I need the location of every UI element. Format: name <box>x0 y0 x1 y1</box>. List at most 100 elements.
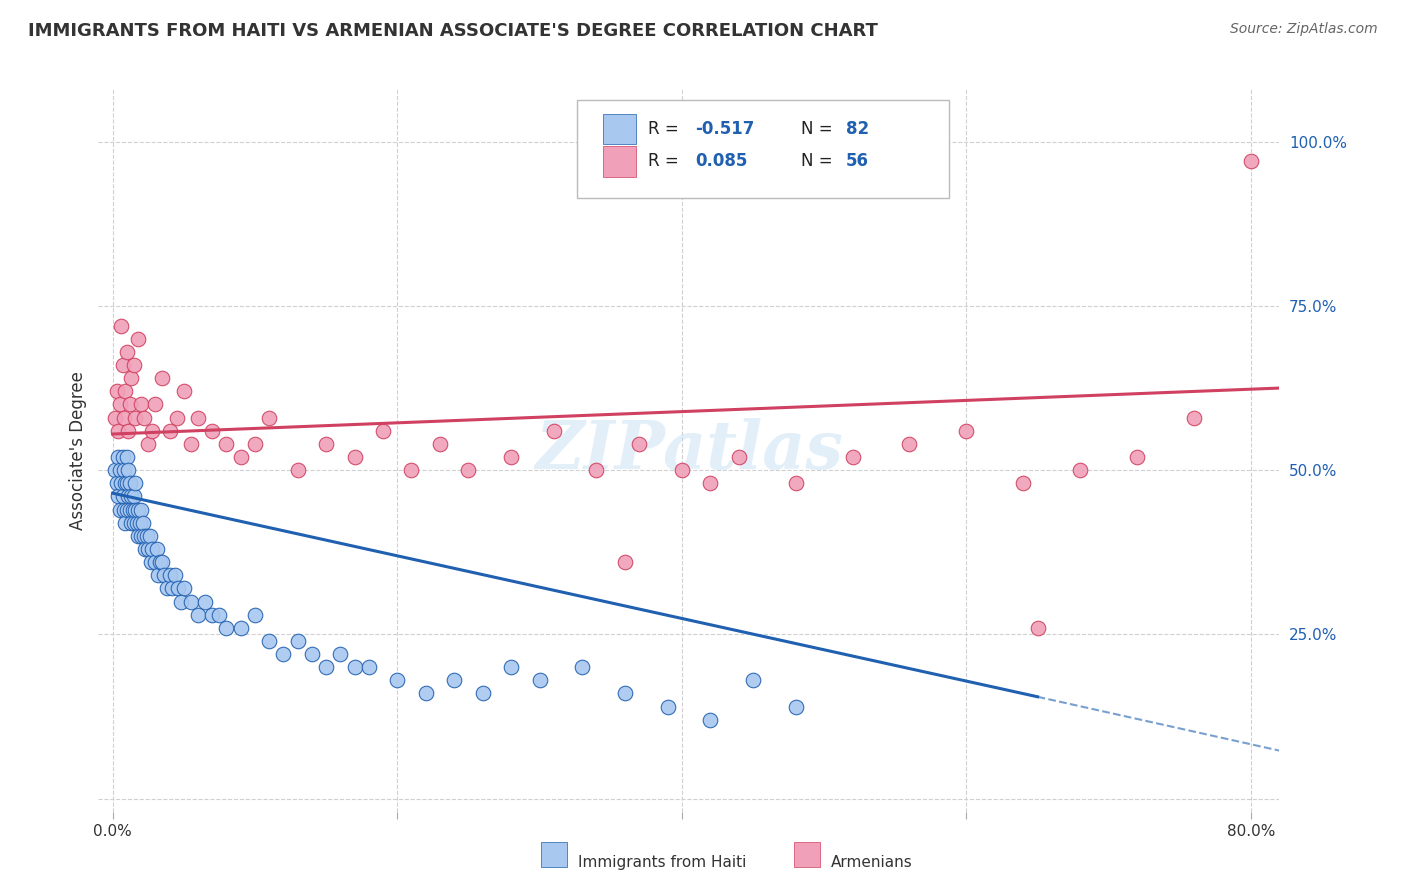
Point <box>120 371 142 385</box>
Point <box>429 437 451 451</box>
Text: N =: N = <box>801 120 838 138</box>
Point <box>1012 476 1035 491</box>
Point <box>117 424 139 438</box>
Point <box>315 660 337 674</box>
Point <box>131 516 153 530</box>
Point <box>159 424 181 438</box>
Point <box>141 541 163 556</box>
Point <box>257 634 280 648</box>
Point <box>699 713 721 727</box>
Point <box>499 660 522 674</box>
Point <box>287 634 309 648</box>
Point <box>128 516 150 530</box>
Point <box>173 582 195 596</box>
Point <box>129 502 152 516</box>
Point <box>117 490 139 504</box>
Point <box>105 384 128 399</box>
Point <box>785 476 807 491</box>
Point <box>543 424 565 438</box>
Point <box>127 529 149 543</box>
Point <box>173 384 195 399</box>
Point <box>122 358 145 372</box>
Point <box>124 476 146 491</box>
Point <box>841 450 863 464</box>
Point <box>124 502 146 516</box>
Text: R =: R = <box>648 153 683 170</box>
Point <box>208 607 231 622</box>
FancyBboxPatch shape <box>576 100 949 198</box>
Point <box>257 410 280 425</box>
Point <box>134 541 156 556</box>
Point <box>187 607 209 622</box>
Point <box>105 476 128 491</box>
Point <box>1069 463 1091 477</box>
Point <box>114 516 136 530</box>
Point <box>166 410 188 425</box>
Point <box>122 516 145 530</box>
Point <box>114 384 136 399</box>
Point <box>156 582 179 596</box>
Point <box>115 345 138 359</box>
Point <box>118 397 141 411</box>
Point <box>138 529 160 543</box>
Point <box>129 397 152 411</box>
Text: IMMIGRANTS FROM HAITI VS ARMENIAN ASSOCIATE'S DEGREE CORRELATION CHART: IMMIGRANTS FROM HAITI VS ARMENIAN ASSOCI… <box>28 22 877 40</box>
Point <box>371 424 394 438</box>
Point <box>117 463 139 477</box>
Point <box>125 516 148 530</box>
Point <box>1240 154 1263 169</box>
Point <box>187 410 209 425</box>
Point <box>104 410 127 425</box>
Point <box>471 686 494 700</box>
Point <box>132 529 155 543</box>
Point <box>115 476 138 491</box>
Point <box>148 568 170 582</box>
Point <box>180 437 202 451</box>
Point <box>343 660 366 674</box>
Point <box>457 463 479 477</box>
Point <box>415 686 437 700</box>
Point <box>657 699 679 714</box>
Point <box>159 568 181 582</box>
Text: Immigrants from Haiti: Immigrants from Haiti <box>578 855 747 870</box>
Point <box>136 541 159 556</box>
Point <box>112 502 135 516</box>
Point <box>118 502 141 516</box>
Text: Armenians: Armenians <box>831 855 912 870</box>
Point <box>153 568 176 582</box>
Point <box>628 437 651 451</box>
Y-axis label: Associate's Degree: Associate's Degree <box>69 371 87 530</box>
Point <box>114 476 136 491</box>
Point <box>287 463 309 477</box>
Point <box>110 476 132 491</box>
Text: ZIPatlas: ZIPatlas <box>536 418 842 483</box>
Point <box>301 647 323 661</box>
Point <box>273 647 295 661</box>
FancyBboxPatch shape <box>603 114 636 145</box>
Point <box>315 437 337 451</box>
Point <box>243 607 266 622</box>
Point <box>112 410 135 425</box>
Point <box>201 424 224 438</box>
Point <box>194 594 217 608</box>
Point <box>115 450 138 464</box>
Text: 56: 56 <box>846 153 869 170</box>
Text: N =: N = <box>801 153 838 170</box>
Point <box>104 463 127 477</box>
Point <box>162 582 184 596</box>
Point <box>152 555 174 569</box>
Point <box>165 568 187 582</box>
Point <box>167 582 190 596</box>
Point <box>571 660 593 674</box>
Point <box>115 502 138 516</box>
Point <box>122 490 145 504</box>
Point <box>107 450 129 464</box>
Point <box>671 463 693 477</box>
Point <box>120 516 142 530</box>
Point <box>111 490 134 504</box>
Point <box>1026 621 1049 635</box>
Point <box>329 647 352 661</box>
Text: 0.085: 0.085 <box>695 153 747 170</box>
Point <box>785 699 807 714</box>
Point <box>149 555 172 569</box>
